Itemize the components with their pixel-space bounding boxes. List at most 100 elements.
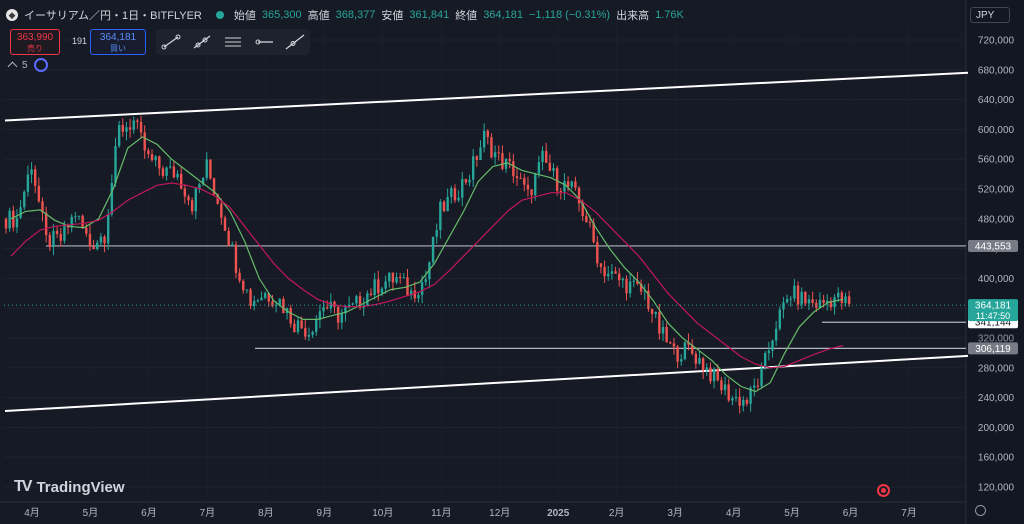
indicator-cycle-icon[interactable] [33,58,48,72]
candle-body [147,150,150,155]
candle-body [526,184,530,190]
channel-line [4,71,969,122]
candle-body [800,291,803,305]
candle-body [559,190,562,192]
candle-body [687,342,690,345]
last-price-countdown: 11:47:50 [976,311,1010,321]
candle-body [187,196,190,201]
candle-body [446,196,449,212]
candle-body [263,293,267,298]
currency-selector[interactable]: JPY [970,7,1010,23]
symbol-header: ◆ イーサリアム／円・1日・BITFLYER 始値 365,300 高値 368… [6,6,684,24]
x-tick-label: 5月 [83,507,99,519]
candle-body [8,210,11,229]
candle-body [158,156,161,169]
candle-body [519,178,522,180]
candle-body [369,293,373,296]
candle-body [844,296,847,304]
extended-line-icon[interactable] [285,34,305,50]
candle-body [150,154,154,161]
candle-body [555,168,559,191]
y-tick-label: 200,000 [978,423,1015,434]
last-price-label: 364,181 [975,301,1012,312]
candle-body [48,234,51,247]
candle-body [63,224,66,241]
y-tick-label: 160,000 [978,453,1015,464]
candle-body [26,174,30,192]
candle-body [37,185,41,202]
candle-body [121,125,124,132]
candle-body [161,168,165,176]
candle-body [720,380,723,391]
candle-body [59,233,62,241]
candle-body [420,282,424,295]
candle-body [581,203,584,217]
x-tick-label: 10月 [372,507,393,519]
volume-value: 1.76K [655,9,684,21]
candle-body [128,127,132,130]
candle-body [570,181,573,187]
candle-body [183,188,187,197]
candle-body [789,298,792,300]
candle-body [829,300,833,308]
candle-body [774,328,778,341]
candle-body [216,194,219,204]
buy-button[interactable]: 364,181 買い [90,29,146,55]
candle-body [85,227,88,234]
candle-body [822,299,825,304]
y-tick-label: 320,000 [978,334,1015,345]
record-icon[interactable] [877,484,890,497]
candle-body [705,367,708,371]
candle-body [701,358,705,371]
candle-body [55,230,59,234]
indicator-count: 5 [22,59,28,71]
candle-body [840,292,844,304]
candle-body [88,233,92,247]
candle-body [19,207,22,218]
market-open-dot [215,11,224,19]
candle-body [486,130,489,138]
candle-body [117,125,121,147]
buy-price: 364,181 [99,32,137,43]
ray-icon[interactable] [192,34,212,50]
candle-body [12,210,15,228]
candle-body [347,304,351,308]
candle-body [220,203,223,218]
moving-average-line [10,136,844,393]
candle-body [388,272,391,282]
candle-body [293,323,296,332]
candle-body [574,181,577,188]
candle-body [380,288,384,294]
candle-body [205,159,208,178]
open-label: 始値 [233,10,256,22]
level-badge: 443,553 [975,241,1012,252]
y-tick-label: 520,000 [978,185,1015,196]
settings-icon[interactable] [975,505,986,516]
candle-body [304,328,307,337]
sell-button[interactable]: 363,990 売り [10,29,60,55]
candle-body [592,222,595,243]
candle-body [318,311,322,320]
parallel-channel-icon[interactable] [223,34,243,50]
candle-body [23,191,26,208]
candle-body [563,181,566,192]
candle-body [30,169,33,175]
horizontal-ray-icon[interactable] [254,34,274,50]
candle-body [169,166,172,168]
y-tick-label-extra: 320,000 [978,334,1015,345]
symbol-title[interactable]: イーサリアム／円・1日・BITFLYER [24,10,202,22]
candle-body [234,244,238,273]
candle-body [847,296,851,304]
candle-body [92,246,95,250]
candle-body [782,302,785,310]
candle-body [501,153,504,169]
trendline-icon[interactable] [161,34,181,50]
candle-body [453,188,457,201]
candle-body [628,281,632,294]
candle-body [534,173,537,196]
candle-body [742,399,745,406]
indicator-toggle[interactable]: 5 [7,58,48,72]
candle-body [110,183,114,215]
